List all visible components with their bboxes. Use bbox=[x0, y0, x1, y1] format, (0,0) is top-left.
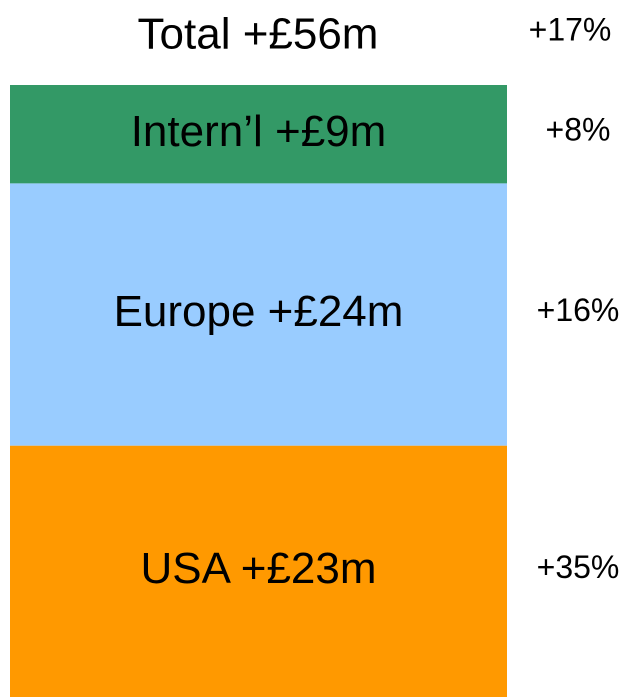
segment-label: USA +£23m bbox=[140, 544, 376, 593]
segment-change: +16% bbox=[537, 292, 620, 328]
bar-segment bbox=[10, 85, 507, 184]
segment-change: +8% bbox=[546, 112, 611, 148]
total-label: Total +£56m bbox=[138, 10, 379, 59]
segment-label: Intern’l +£9m bbox=[131, 107, 387, 156]
bar-segment bbox=[10, 445, 507, 697]
segment-label: Europe +£24m bbox=[114, 287, 404, 336]
total-change: +17% bbox=[529, 11, 612, 47]
bar-segment bbox=[10, 183, 507, 446]
segment-change: +35% bbox=[537, 549, 620, 585]
